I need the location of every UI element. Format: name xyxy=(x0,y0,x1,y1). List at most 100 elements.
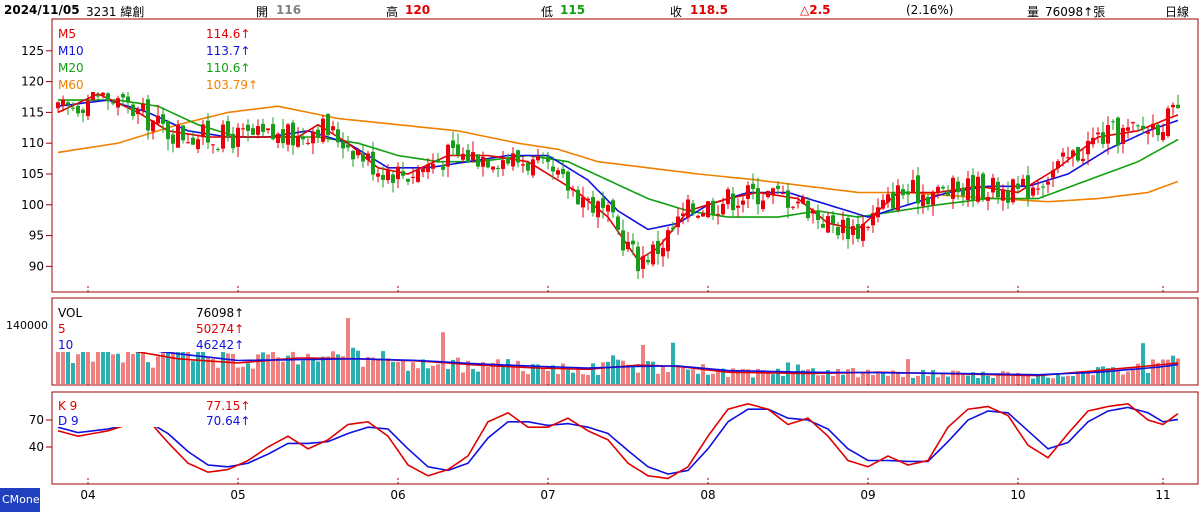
month-label: 04 xyxy=(80,488,95,502)
candle-body xyxy=(641,256,645,269)
month-label: 11 xyxy=(1155,488,1170,502)
volume-bar xyxy=(481,362,485,384)
candle-body xyxy=(1156,124,1160,136)
volume-bar xyxy=(286,355,290,384)
candle-body xyxy=(171,134,175,144)
volume-bar xyxy=(451,359,455,384)
candle-body xyxy=(786,190,790,208)
volume-bar xyxy=(1111,367,1115,384)
volume-bar xyxy=(621,360,625,384)
kd-lines xyxy=(57,402,1179,480)
volume-legend-bg xyxy=(56,304,246,352)
volume-bar xyxy=(1096,367,1100,384)
volume-bar xyxy=(721,368,725,384)
legend-vol-label: VOL xyxy=(58,306,82,320)
volume-bar xyxy=(951,370,955,384)
volume-bar xyxy=(926,375,930,384)
volume-bar xyxy=(146,362,150,384)
candle-body xyxy=(351,150,355,160)
candle-body xyxy=(1136,125,1140,127)
candle-body xyxy=(281,129,285,144)
volume-bar xyxy=(836,368,840,384)
candle-body xyxy=(176,124,180,148)
candle-body xyxy=(56,102,60,109)
candle-body xyxy=(126,96,130,103)
volume-bar xyxy=(631,365,635,384)
volume-bar xyxy=(301,360,305,384)
candle-body xyxy=(1071,150,1075,157)
volume-bar xyxy=(546,370,550,384)
kd-d-line xyxy=(57,406,1179,475)
candle-body xyxy=(826,216,830,233)
legend-ma5-value: 114.6↑ xyxy=(206,27,250,41)
candlestick-series xyxy=(56,82,1180,279)
legend-d-label: D 9 xyxy=(58,414,79,428)
candle-body xyxy=(201,124,205,138)
candle-body xyxy=(916,175,920,204)
volume-bar xyxy=(251,368,255,384)
volume-bar xyxy=(1021,374,1025,384)
candle-body xyxy=(1026,175,1030,198)
candle-body xyxy=(406,178,410,182)
volume-bar xyxy=(226,353,230,384)
candle-body xyxy=(806,200,810,219)
candle-body xyxy=(226,121,230,138)
low-value: 115 xyxy=(560,3,586,17)
volume-bar xyxy=(1131,369,1135,384)
price-tick-label: 105 xyxy=(21,167,44,181)
volume-bar xyxy=(646,361,650,384)
volume-bar xyxy=(1156,362,1160,384)
candle-body xyxy=(546,156,550,162)
volume-bar xyxy=(426,368,430,384)
period-label: 日線 xyxy=(1165,5,1190,19)
volume-bar xyxy=(346,318,350,384)
volume-bar xyxy=(1056,373,1060,384)
candle-body xyxy=(71,107,75,109)
candle-body xyxy=(576,189,580,205)
volume-bar xyxy=(776,368,780,384)
candle-body xyxy=(216,149,220,151)
legend-vol-value: 76098↑ xyxy=(196,306,244,320)
candle-body xyxy=(931,192,935,205)
candle-body xyxy=(96,95,100,97)
volume-bar xyxy=(186,351,190,384)
volume-bar xyxy=(496,359,500,384)
volume-bar xyxy=(156,356,160,384)
candle-body xyxy=(946,191,950,196)
candle-body xyxy=(1036,188,1040,190)
candle-body xyxy=(131,104,135,116)
volume-bar xyxy=(161,344,165,384)
volume-bar xyxy=(611,355,615,384)
volume-bar xyxy=(136,343,140,384)
candle-body xyxy=(301,137,305,140)
candle-body xyxy=(101,92,105,96)
legend-ma20-label: M20 xyxy=(58,61,84,75)
candle-body xyxy=(196,139,200,150)
volume-bar xyxy=(121,362,125,384)
candle-body xyxy=(836,227,840,236)
volume-bar xyxy=(911,377,915,384)
volume-bar xyxy=(756,368,760,384)
candle-body xyxy=(751,183,755,189)
volume-bar xyxy=(341,356,345,384)
volume-bar xyxy=(126,335,130,384)
kd-legend-bg xyxy=(56,397,246,427)
candle-body xyxy=(526,162,530,171)
volume-bar xyxy=(206,357,210,384)
open-value: 116 xyxy=(276,3,302,17)
candle-body xyxy=(851,226,855,235)
volume-bar xyxy=(476,371,480,384)
candle-body xyxy=(801,197,805,204)
volume-bar xyxy=(701,364,705,384)
candle-body xyxy=(656,240,660,255)
month-label: 07 xyxy=(540,488,555,502)
candle-body xyxy=(1166,108,1170,137)
change-percent: (2.16%) xyxy=(906,3,954,17)
volume-bar xyxy=(761,370,765,384)
volume-bar xyxy=(1046,377,1050,384)
high-value: 120 xyxy=(405,3,431,17)
volume-bar xyxy=(231,353,235,384)
candle-body xyxy=(381,174,385,180)
price-tick-label: 115 xyxy=(21,105,44,119)
volume-bar xyxy=(1061,376,1065,384)
